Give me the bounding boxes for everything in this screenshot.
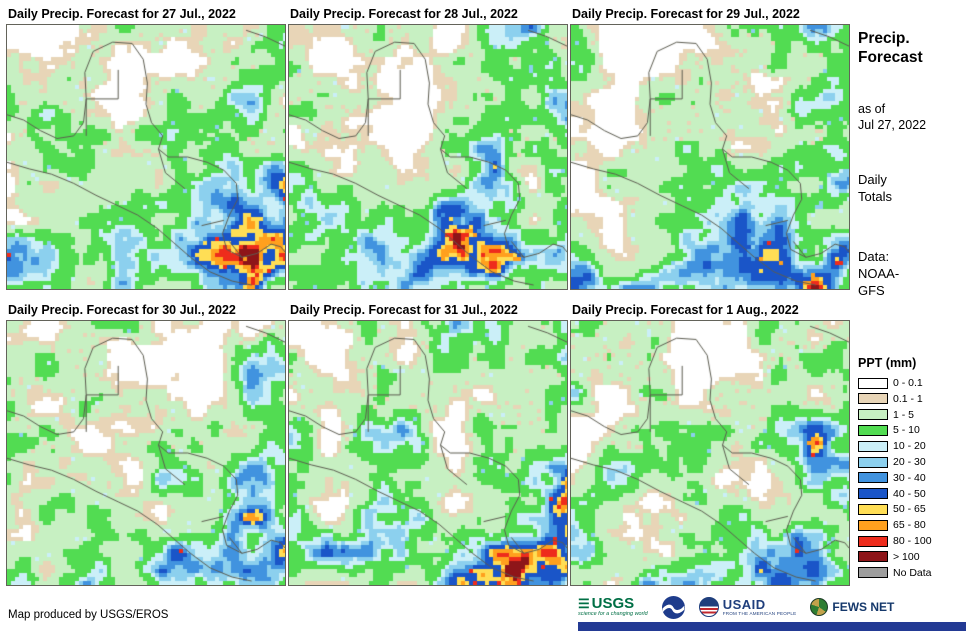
legend-swatch [858, 519, 888, 531]
fewsnet-name: FEWS NET [832, 600, 895, 614]
usgs-logo: ☰ USGS science for a changing world [578, 596, 648, 618]
forecast-panel-27jul: Daily Precip. Forecast for 27 Jul., 2022 [6, 2, 286, 290]
legend-rows: 0 - 0.1 0.1 - 1 1 - 5 5 - 10 10 - 20 20 - 30 3… [858, 375, 966, 580]
panel-title: Daily Precip. Forecast for 1 Aug., 2022 [572, 303, 799, 317]
sidebar-title: Precip. Forecast [858, 30, 966, 67]
as-of-block: as of Jul 27, 2022 [858, 101, 966, 134]
usaid-logo-text: USAID FROM THE AMERICAN PEOPLE [723, 598, 797, 617]
legend-row: 65 - 80 [858, 517, 966, 533]
legend-row: 10 - 20 [858, 438, 966, 454]
noaa-logo [661, 595, 685, 619]
legend-label: 10 - 20 [893, 440, 926, 453]
legend-swatch [858, 567, 888, 579]
legend-row: No Data [858, 565, 966, 581]
usaid-name: USAID [722, 596, 766, 612]
forecast-panel-29jul: Daily Precip. Forecast for 29 Jul., 2022 [570, 2, 850, 290]
sidebar-title-line2: Forecast [858, 48, 923, 66]
legend-label: > 100 [893, 550, 920, 563]
legend-row: 80 - 100 [858, 533, 966, 549]
as-of-date: Jul 27, 2022 [858, 118, 927, 133]
map-credit: Map produced by USGS/EROS [8, 609, 169, 621]
totals-block: Daily Totals [858, 172, 966, 206]
sidebar-title-line1: Precip. [858, 30, 910, 47]
panel-title: Daily Precip. Forecast for 31 Jul., 2022 [290, 303, 518, 317]
data-source-line2: GFS [858, 283, 885, 299]
legend-swatch [858, 472, 888, 484]
forecast-panel-28jul: Daily Precip. Forecast for 28 Jul., 2022 [288, 2, 568, 290]
totals-line1: Daily [858, 171, 887, 187]
usaid-logo: USAID FROM THE AMERICAN PEOPLE [698, 597, 797, 617]
legend-row: 5 - 10 [858, 423, 966, 439]
precip-map-29jul [570, 24, 850, 290]
legend-label: 1 - 5 [893, 408, 915, 421]
footer-banner [578, 622, 966, 631]
legend-swatch [858, 551, 888, 563]
fewsnet-logo: FEWS NET [810, 598, 894, 616]
legend-label: 0.1 - 1 [893, 392, 923, 405]
fewsnet-globe-icon [810, 598, 829, 616]
precip-map-1aug-minus1 [288, 320, 568, 586]
legend-label: 40 - 50 [893, 487, 926, 500]
legend-label: 0 - 0.1 [893, 377, 923, 390]
logos-row: ☰ USGS science for a changing world USAI… [578, 594, 966, 620]
panel-title: Daily Precip. Forecast for 27 Jul., 2022 [8, 7, 236, 21]
precip-map-28jul [288, 24, 568, 290]
panel-title: Daily Precip. Forecast for 30 Jul., 2022 [8, 303, 236, 317]
panel-title: Daily Precip. Forecast for 29 Jul., 2022 [572, 7, 800, 21]
data-source-block: Data: NOAA- GFS [858, 249, 966, 300]
usaid-tagline: FROM THE AMERICAN PEOPLE [722, 610, 797, 616]
legend-label: 20 - 30 [893, 456, 926, 469]
panel-title: Daily Precip. Forecast for 28 Jul., 2022 [290, 7, 518, 21]
legend-title: PPT (mm) [858, 356, 917, 371]
legend: PPT (mm) 0 - 0.1 0.1 - 1 1 - 5 5 - 10 10 - 2… [858, 356, 966, 580]
usgs-wordmark: ☰ USGS [578, 596, 648, 611]
legend-swatch [858, 503, 888, 515]
legend-swatch [858, 409, 888, 421]
data-source-line1: NOAA- [858, 266, 900, 282]
legend-label: 80 - 100 [893, 535, 932, 547]
data-source-label: Data: [858, 249, 890, 265]
legend-label: 5 - 10 [893, 424, 920, 437]
legend-swatch [858, 393, 888, 405]
legend-swatch [858, 535, 888, 547]
legend-row: 0 - 0.1 [858, 375, 966, 391]
usgs-name: USGS [591, 595, 635, 613]
legend-label: 30 - 40 [893, 471, 926, 484]
forecast-panel-30jul: Daily Precip. Forecast for 30 Jul., 2022 [6, 298, 286, 586]
precip-map-1aug [570, 320, 850, 586]
legend-row: 1 - 5 [858, 407, 966, 423]
legend-row: 0.1 - 1 [858, 391, 966, 407]
legend-row: 30 - 40 [858, 470, 966, 486]
legend-row: > 100 [858, 549, 966, 565]
usaid-emblem-icon [698, 597, 719, 617]
legend-swatch [858, 424, 888, 436]
legend-label: 50 - 65 [893, 503, 926, 516]
legend-row: 20 - 30 [858, 454, 966, 470]
precip-map-30jul [6, 320, 286, 586]
legend-swatch [858, 456, 888, 468]
maps-grid: Daily Precip. Forecast for 27 Jul., 2022… [6, 2, 850, 586]
legend-swatch [858, 377, 888, 389]
sidebar: Precip. Forecast as of Jul 27, 2022 Dail… [858, 0, 966, 581]
totals-line2: Totals [858, 188, 892, 204]
usgs-logo-text: ☰ USGS science for a changing world [578, 596, 648, 618]
precip-map-27jul [6, 24, 286, 290]
legend-label: 65 - 80 [893, 519, 926, 532]
forecast-panel-31jul: Daily Precip. Forecast for 31 Jul., 2022 [288, 298, 568, 586]
legend-row: 50 - 65 [858, 502, 966, 518]
legend-row: 40 - 50 [858, 486, 966, 502]
forecast-panel-1aug: Daily Precip. Forecast for 1 Aug., 2022 [570, 298, 850, 586]
noaa-logo-icon [661, 595, 685, 619]
legend-label: No Data [893, 566, 932, 579]
legend-swatch [858, 440, 888, 452]
usgs-tagline: science for a changing world [578, 611, 648, 618]
as-of-label: as of [858, 102, 886, 117]
footer-logos: ☰ USGS science for a changing world USAI… [578, 594, 966, 631]
legend-swatch [858, 488, 888, 500]
usgs-bars-icon: ☰ [578, 596, 590, 612]
